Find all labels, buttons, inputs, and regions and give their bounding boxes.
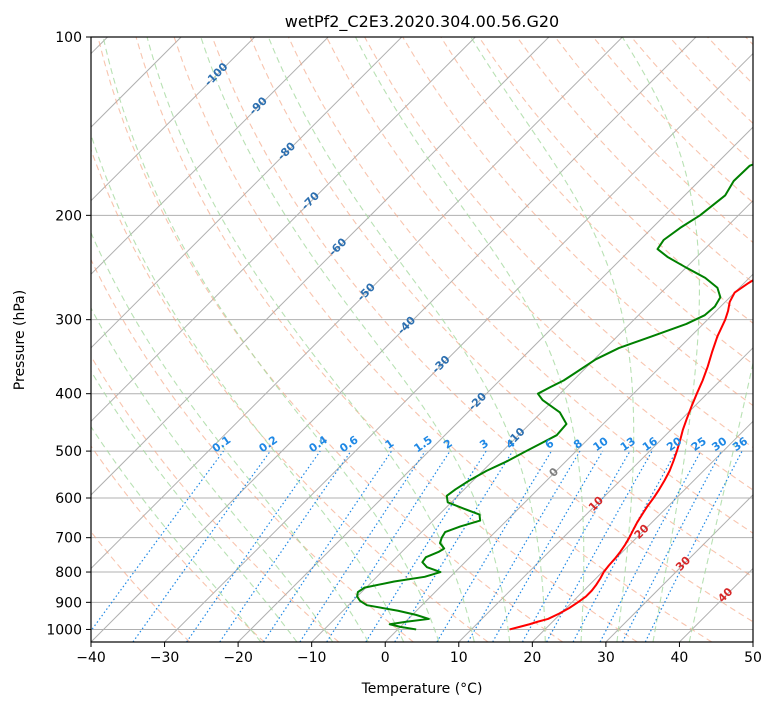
moist-adiabat-line [200, 37, 511, 642]
dry-adiabat-line [135, 37, 638, 642]
mixing-ratio-line [546, 450, 653, 642]
x-tick-label: 0 [381, 650, 390, 666]
y-tick-label: 700 [55, 531, 82, 547]
dry-adiabat-line [211, 37, 753, 623]
x-tick-label: 50 [744, 650, 762, 666]
temperature-line [509, 279, 753, 631]
mixing-ratio-line [394, 450, 514, 642]
moist-adiabat-line [621, 37, 700, 642]
moist-adiabat-line [91, 306, 334, 642]
isotherm-line [91, 37, 623, 570]
dry-adiabats [91, 37, 753, 642]
mixing-ratio-line [521, 450, 631, 642]
y-axis-ticks: 100 200 300 400 500 600 700 800 900 1000 [46, 30, 91, 638]
isotherm-line [458, 347, 753, 642]
chart-title: wetPf2_C2E3.2020.304.00.56.G20 [285, 12, 559, 32]
x-tick-label: −10 [297, 650, 327, 666]
plot-area [91, 37, 753, 642]
dewpoint-line [356, 163, 753, 631]
isotherm-line [91, 37, 476, 423]
x-tick-label: 20 [523, 650, 541, 666]
dry-adiabat-line [326, 37, 753, 491]
moist-adiabat-line [355, 37, 585, 642]
y-tick-label: 100 [55, 30, 82, 46]
dry-adiabat-line [97, 37, 563, 642]
isotherm-line [237, 126, 753, 642]
dry-adiabat-line [91, 258, 414, 642]
mixing-ratio-line [299, 450, 426, 642]
dry-adiabat-line [173, 37, 713, 642]
isotherm-line [531, 420, 753, 642]
dry-adiabat-line [91, 445, 265, 642]
isotherm-line [91, 37, 256, 202]
x-tick-label: −20 [223, 650, 253, 666]
mixing-ratio-lines [91, 450, 743, 642]
mixing-ratio-line [219, 450, 352, 642]
y-tick-label: 800 [55, 565, 82, 581]
x-tick-label: 30 [597, 650, 615, 666]
moist-adiabat-line [102, 37, 440, 642]
y-axis-label: Pressure (hPa) [12, 290, 28, 390]
x-tick-label: 10 [450, 650, 468, 666]
isobar-grid [91, 37, 753, 630]
y-tick-label: 1000 [46, 622, 82, 638]
mixing-ratio-line [91, 450, 225, 632]
dry-adiabat-line [249, 37, 753, 578]
y-tick-label: 300 [55, 313, 82, 329]
moist-adiabat-line [91, 370, 298, 642]
moist-adiabat-line [146, 37, 475, 642]
y-tick-label: 400 [55, 387, 82, 403]
mixing-ratio-line [326, 450, 451, 642]
isotherm-line [91, 37, 403, 349]
isotherm-line [91, 37, 329, 275]
plot-frame [90, 36, 754, 643]
isotherm-line [91, 37, 550, 496]
isotherm-line [91, 37, 697, 642]
mixing-ratio-line [132, 450, 271, 642]
dry-adiabat-line [91, 355, 340, 642]
y-tick-label: 200 [55, 208, 82, 224]
dry-adiabat-line [287, 37, 753, 534]
mixing-ratio-line [644, 450, 743, 642]
isotherm-line [605, 494, 753, 642]
moist-adiabat-line [688, 360, 753, 642]
x-axis-label: Temperature (°C) [361, 681, 483, 697]
profile-series [356, 163, 753, 631]
mixing-ratio-line [186, 450, 321, 642]
moist-adiabats [91, 37, 753, 642]
isotherm-line [384, 273, 753, 642]
moist-adiabat-line [91, 133, 405, 642]
x-axis-ticks: −40 −30 −20 −10 0 10 20 30 40 50 [76, 642, 762, 666]
y-tick-label: 600 [55, 491, 82, 507]
x-tick-label: −40 [76, 650, 106, 666]
isotherm-line [164, 52, 753, 642]
x-tick-label: −30 [150, 650, 180, 666]
x-tick-label: 40 [671, 650, 689, 666]
mixing-ratio-line [572, 450, 677, 642]
moist-adiabat-line [267, 37, 546, 642]
y-tick-label: 900 [55, 595, 82, 611]
mixing-ratio-line [263, 450, 393, 642]
isotherm-grid [91, 37, 753, 642]
moist-adiabat-line [91, 231, 369, 642]
moist-adiabat-line [91, 425, 262, 642]
y-tick-label: 500 [55, 444, 82, 460]
